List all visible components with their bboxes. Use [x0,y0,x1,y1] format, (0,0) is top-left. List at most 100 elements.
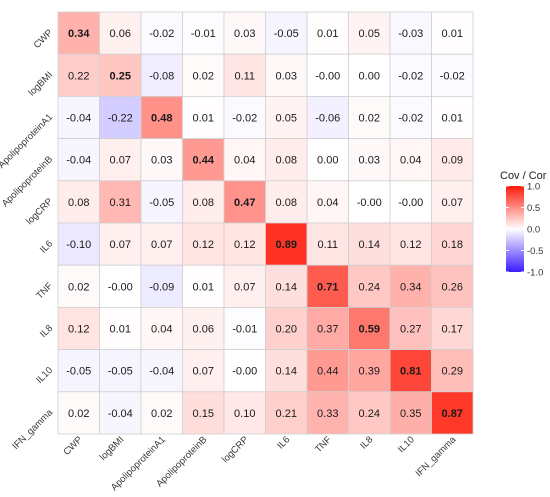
heatmap-cell [99,11,142,55]
cell-value-label: 0.08 [276,155,297,167]
cell-value-label: 0.03 [276,70,297,82]
heatmap-cell [348,138,391,182]
cell-value-label: 0.01 [317,28,338,40]
cell-value-label: 0.02 [359,113,380,125]
cell-value-label: 0.02 [68,281,89,293]
cell-value-label: 0.15 [193,408,214,420]
heatmap-cell [265,222,308,266]
color-legend: Cov / Cor 1.0 0.5 0.0 -0.5 -1.0 [500,170,547,279]
heatmap-cell [306,349,349,393]
cell-value-label: 0.39 [359,366,380,378]
heatmap-cell [182,96,225,140]
cell-value-label: -0.01 [232,324,257,336]
cell-value-label: 0.33 [317,408,338,420]
cell-value-label: -0.04 [66,155,91,167]
heatmap-cell [348,306,391,350]
cell-value-label: -0.04 [149,366,174,378]
heatmap-cell [57,222,100,266]
cell-value-label: 0.12 [400,239,421,251]
heatmap-cell [140,391,183,435]
heatmap-cell [265,96,308,140]
heatmap-cell [348,222,391,266]
heatmap-cell [140,53,183,97]
cell-value-label: -0.02 [398,70,423,82]
heatmap-cell [57,349,100,393]
heatmap-cell [265,391,308,435]
cell-value-label: 0.20 [276,324,297,336]
cell-value-label: 0.35 [400,408,421,420]
cell-value-label: -0.01 [191,28,216,40]
cell-value-label: 0.26 [442,281,463,293]
legend-color-bar [506,186,524,272]
cell-value-label: 0.08 [68,197,89,209]
cell-value-label: 0.18 [442,239,463,251]
cell-value-label: -0.22 [108,113,133,125]
cell-value-label: 0.34 [68,28,90,40]
cell-value-label: -0.03 [398,28,423,40]
cell-value-label: 0.71 [317,281,338,293]
cell-value-label: 0.05 [276,113,297,125]
cell-value-label: 0.01 [442,28,463,40]
heatmap-cells: 0.34 0.06 -0.02 -0.01 0.03 -0.05 0.01 0.05 -0.03… [57,11,474,435]
cell-value-label: 0.24 [359,281,380,293]
cell-value-label: -0.00 [232,366,257,378]
heatmap-cell [389,222,432,266]
heatmap-cell [99,96,142,140]
heatmap-cell [389,391,432,435]
heatmap-cell [389,180,432,224]
cell-value-label: 0.31 [110,197,131,209]
heatmap-cell [306,53,349,97]
heatmap-cell [389,96,432,140]
cell-value-label: -0.05 [274,28,299,40]
heatmap-cell [99,222,142,266]
heatmap-cell [182,264,225,308]
heatmap-cell [140,264,183,308]
heatmap-cell [140,306,183,350]
cell-value-label: 0.24 [359,408,380,420]
heatmap-cell [99,391,142,435]
cell-value-label: -0.08 [149,70,174,82]
cell-value-label: 0.11 [234,70,255,82]
cell-value-label: 0.44 [317,366,338,378]
heatmap-cell [306,180,349,224]
legend-title: Cov / Cor [500,170,547,182]
heatmap-cell [348,391,391,435]
legend-tick-label: 1.0 [527,182,540,193]
cell-value-label: 0.00 [317,155,338,167]
cell-value-label: -0.05 [108,366,133,378]
cell-value-label: 0.14 [276,281,297,293]
cell-value-label: 0.12 [193,239,214,251]
cell-value-label: 0.07 [193,366,214,378]
heatmap-cell [431,11,474,55]
heatmap-cell [223,349,266,393]
cell-value-label: 0.06 [193,324,214,336]
heatmap-cell [223,53,266,97]
cell-value-label: 0.02 [193,70,214,82]
heatmap-cell [265,306,308,350]
heatmap-cell [348,180,391,224]
heatmap-cell [140,11,183,55]
cell-value-label: -0.02 [149,28,174,40]
cell-value-label: 0.04 [151,324,172,336]
cell-value-label: -0.05 [66,366,91,378]
heatmap-cell [389,53,432,97]
cell-value-label: -0.00 [357,197,382,209]
cell-value-label: -0.00 [108,281,133,293]
heatmap-cell [223,96,266,140]
heatmap-cell [389,11,432,55]
heatmap-cell [431,138,474,182]
cell-value-label: 0.03 [359,155,380,167]
heatmap-cell [431,180,474,224]
cell-value-label: 0.07 [234,281,255,293]
cell-value-label: 0.04 [400,155,421,167]
cell-value-label: 0.02 [151,408,172,420]
heatmap-cell [57,96,100,140]
heatmap-cell [57,180,100,224]
cell-value-label: 0.04 [317,197,338,209]
heatmap-cell [265,349,308,393]
cell-value-label: 0.00 [359,70,380,82]
heatmap-cell [182,222,225,266]
heatmap-cell [223,264,266,308]
heatmap-cell [348,53,391,97]
legend-ticks: 1.0 0.5 0.0 -0.5 -1.0 [506,182,543,279]
